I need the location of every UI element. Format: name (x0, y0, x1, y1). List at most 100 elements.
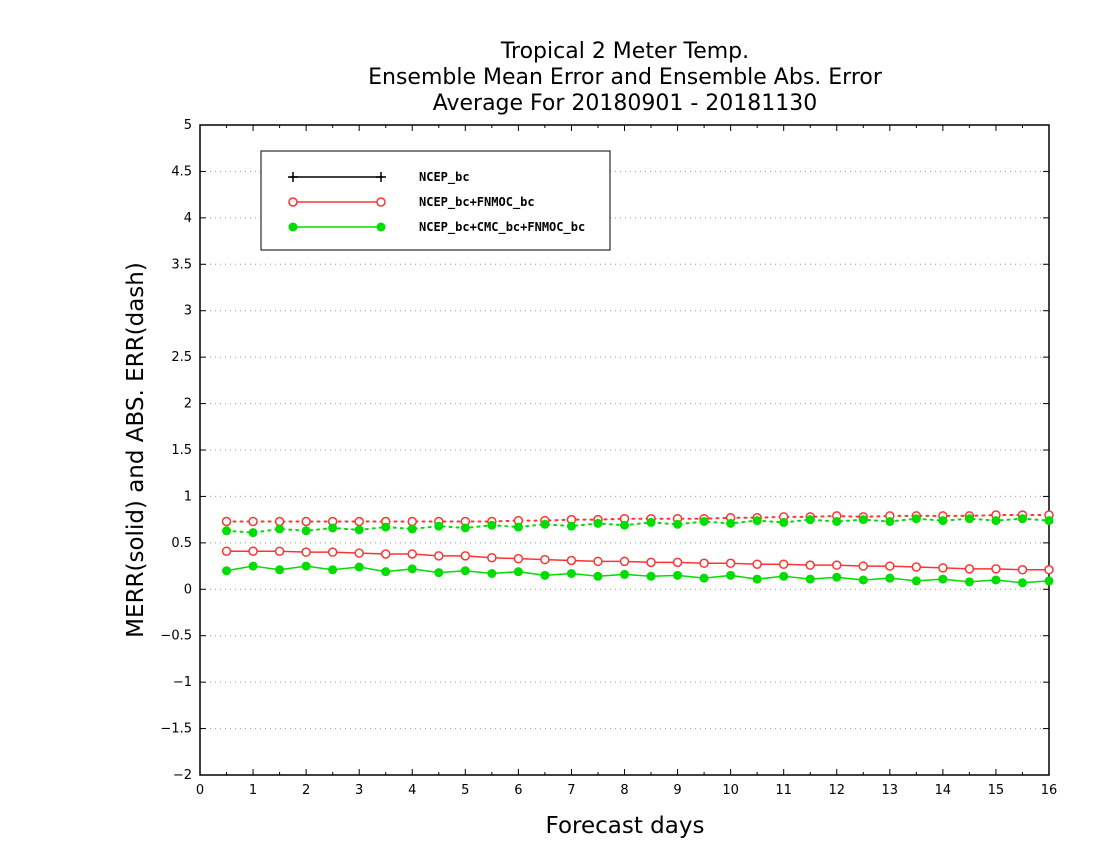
mean-error-point (752, 559, 762, 569)
mean-error-point (620, 569, 629, 579)
mean-error-point (1044, 576, 1054, 586)
chart-title-line-1: Tropical 2 Meter Temp. (500, 39, 749, 64)
abs-error-point (381, 522, 391, 532)
mean-error-point (673, 570, 683, 580)
abs-error-point (991, 516, 1001, 526)
mean-error-point (566, 555, 577, 566)
mean-error-point (832, 572, 842, 582)
mean-error-point (1017, 565, 1028, 575)
y-tick-label: 5 (184, 118, 192, 133)
abs-error-line (225, 517, 1050, 534)
y-axis-label: MERR(solid) and ABS. ERR(dash) (123, 262, 149, 638)
abs-error-point (222, 526, 232, 536)
mean-error-point (725, 558, 736, 569)
x-tick-label: 9 (673, 783, 681, 798)
y-tick-label: −1 (173, 675, 192, 690)
abs-error-point (487, 520, 497, 530)
chart-title: Tropical 2 Meter Temp. Ensemble Mean Err… (368, 39, 883, 116)
mean-error-point (805, 574, 815, 584)
mean-error-point (646, 571, 656, 581)
mean-error-point (221, 546, 232, 556)
mean-error-point (566, 569, 576, 578)
abs-error-point (938, 516, 948, 526)
mean-error-point (938, 563, 948, 573)
y-tick-label: 3 (184, 304, 192, 319)
legend-marker (288, 172, 298, 182)
mean-error-point (434, 551, 444, 561)
abs-error-point (1044, 516, 1054, 526)
mean-error-point (1044, 565, 1054, 575)
legend-item: NCEP_bc+FNMOC_bc (288, 195, 535, 210)
mean-error-point (328, 565, 338, 575)
x-tick-label: 12 (828, 783, 845, 798)
abs-error-point (248, 528, 258, 538)
mean-error-point (540, 570, 550, 580)
abs-error-point (513, 522, 523, 532)
mean-error-point (301, 561, 311, 571)
mean-error-point (672, 557, 683, 568)
x-tick-label: 14 (935, 783, 952, 798)
mean-error-line (226, 565, 1050, 584)
abs-error-point (460, 523, 470, 533)
mean-error-point (699, 573, 709, 583)
x-tick-label: 16 (1041, 783, 1058, 798)
mean-error-point (407, 564, 417, 574)
y-tick-label: 1 (184, 489, 192, 504)
mean-error-point (779, 571, 789, 581)
legend-label: NCEP_bc (419, 170, 470, 185)
y-tick-label: −2 (173, 768, 192, 783)
mean-error-point (248, 546, 258, 556)
mean-error-point (911, 576, 921, 586)
mean-error-point (248, 561, 258, 571)
x-tick-label: 4 (408, 783, 416, 798)
abs-error-point (301, 526, 311, 536)
mean-error-point (805, 560, 815, 570)
mean-error-point (1017, 578, 1027, 588)
series-1 (221, 510, 1054, 575)
mean-error-point (646, 557, 656, 568)
mean-error-point (885, 561, 895, 571)
abs-error-point (832, 517, 842, 526)
mean-error-point (513, 567, 523, 577)
abs-error-point (726, 518, 736, 528)
abs-error-point (301, 516, 311, 527)
chart-title-line-3: Average For 20180901 - 20181130 (433, 91, 818, 116)
abs-error-point (248, 516, 258, 527)
abs-error-point (275, 524, 285, 534)
abs-error-point (699, 517, 709, 526)
mean-error-point (619, 556, 630, 567)
legend: NCEP_bc NCEP_bc+FNMOC_bc NCEP_bc+CMC_bc+FN… (260, 150, 611, 251)
abs-error-point (646, 517, 656, 527)
legend-label: NCEP_bc+FNMOC_bc (419, 195, 535, 210)
chart-title-line-2: Ensemble Mean Error and Ensemble Abs. Er… (368, 65, 883, 90)
mean-error-point (858, 561, 869, 571)
mean-error-point (778, 559, 789, 569)
mean-error-point (832, 560, 842, 570)
legend-marker (288, 222, 298, 232)
mean-error-point (301, 547, 311, 557)
x-tick-label: 3 (355, 783, 363, 798)
abs-error-point (354, 525, 364, 535)
abs-error-line (225, 514, 1050, 523)
mean-error-point (513, 553, 524, 564)
mean-error-point (274, 546, 285, 556)
x-tick-label: 2 (302, 783, 310, 798)
mean-error-line (226, 550, 1049, 571)
mean-error-point (460, 551, 471, 561)
abs-error-point (858, 515, 868, 525)
mean-error-point (380, 549, 391, 559)
mean-error-point (407, 549, 417, 559)
mean-error-point (540, 554, 550, 565)
mean-error-point (593, 556, 603, 567)
legend-item: NCEP_bc (288, 170, 470, 185)
series-2 (222, 514, 1054, 588)
mean-error-point (460, 566, 470, 576)
mean-error-point (726, 570, 736, 580)
mean-error-point (858, 575, 868, 585)
abs-error-point (885, 517, 895, 526)
abs-error-point (1017, 514, 1027, 524)
x-axis-label: Forecast days (546, 813, 705, 839)
legend-marker (376, 222, 386, 232)
legend-label: NCEP_bc+CMC_bc+FNMOC_bc (419, 220, 585, 235)
mean-error-point (487, 552, 497, 563)
